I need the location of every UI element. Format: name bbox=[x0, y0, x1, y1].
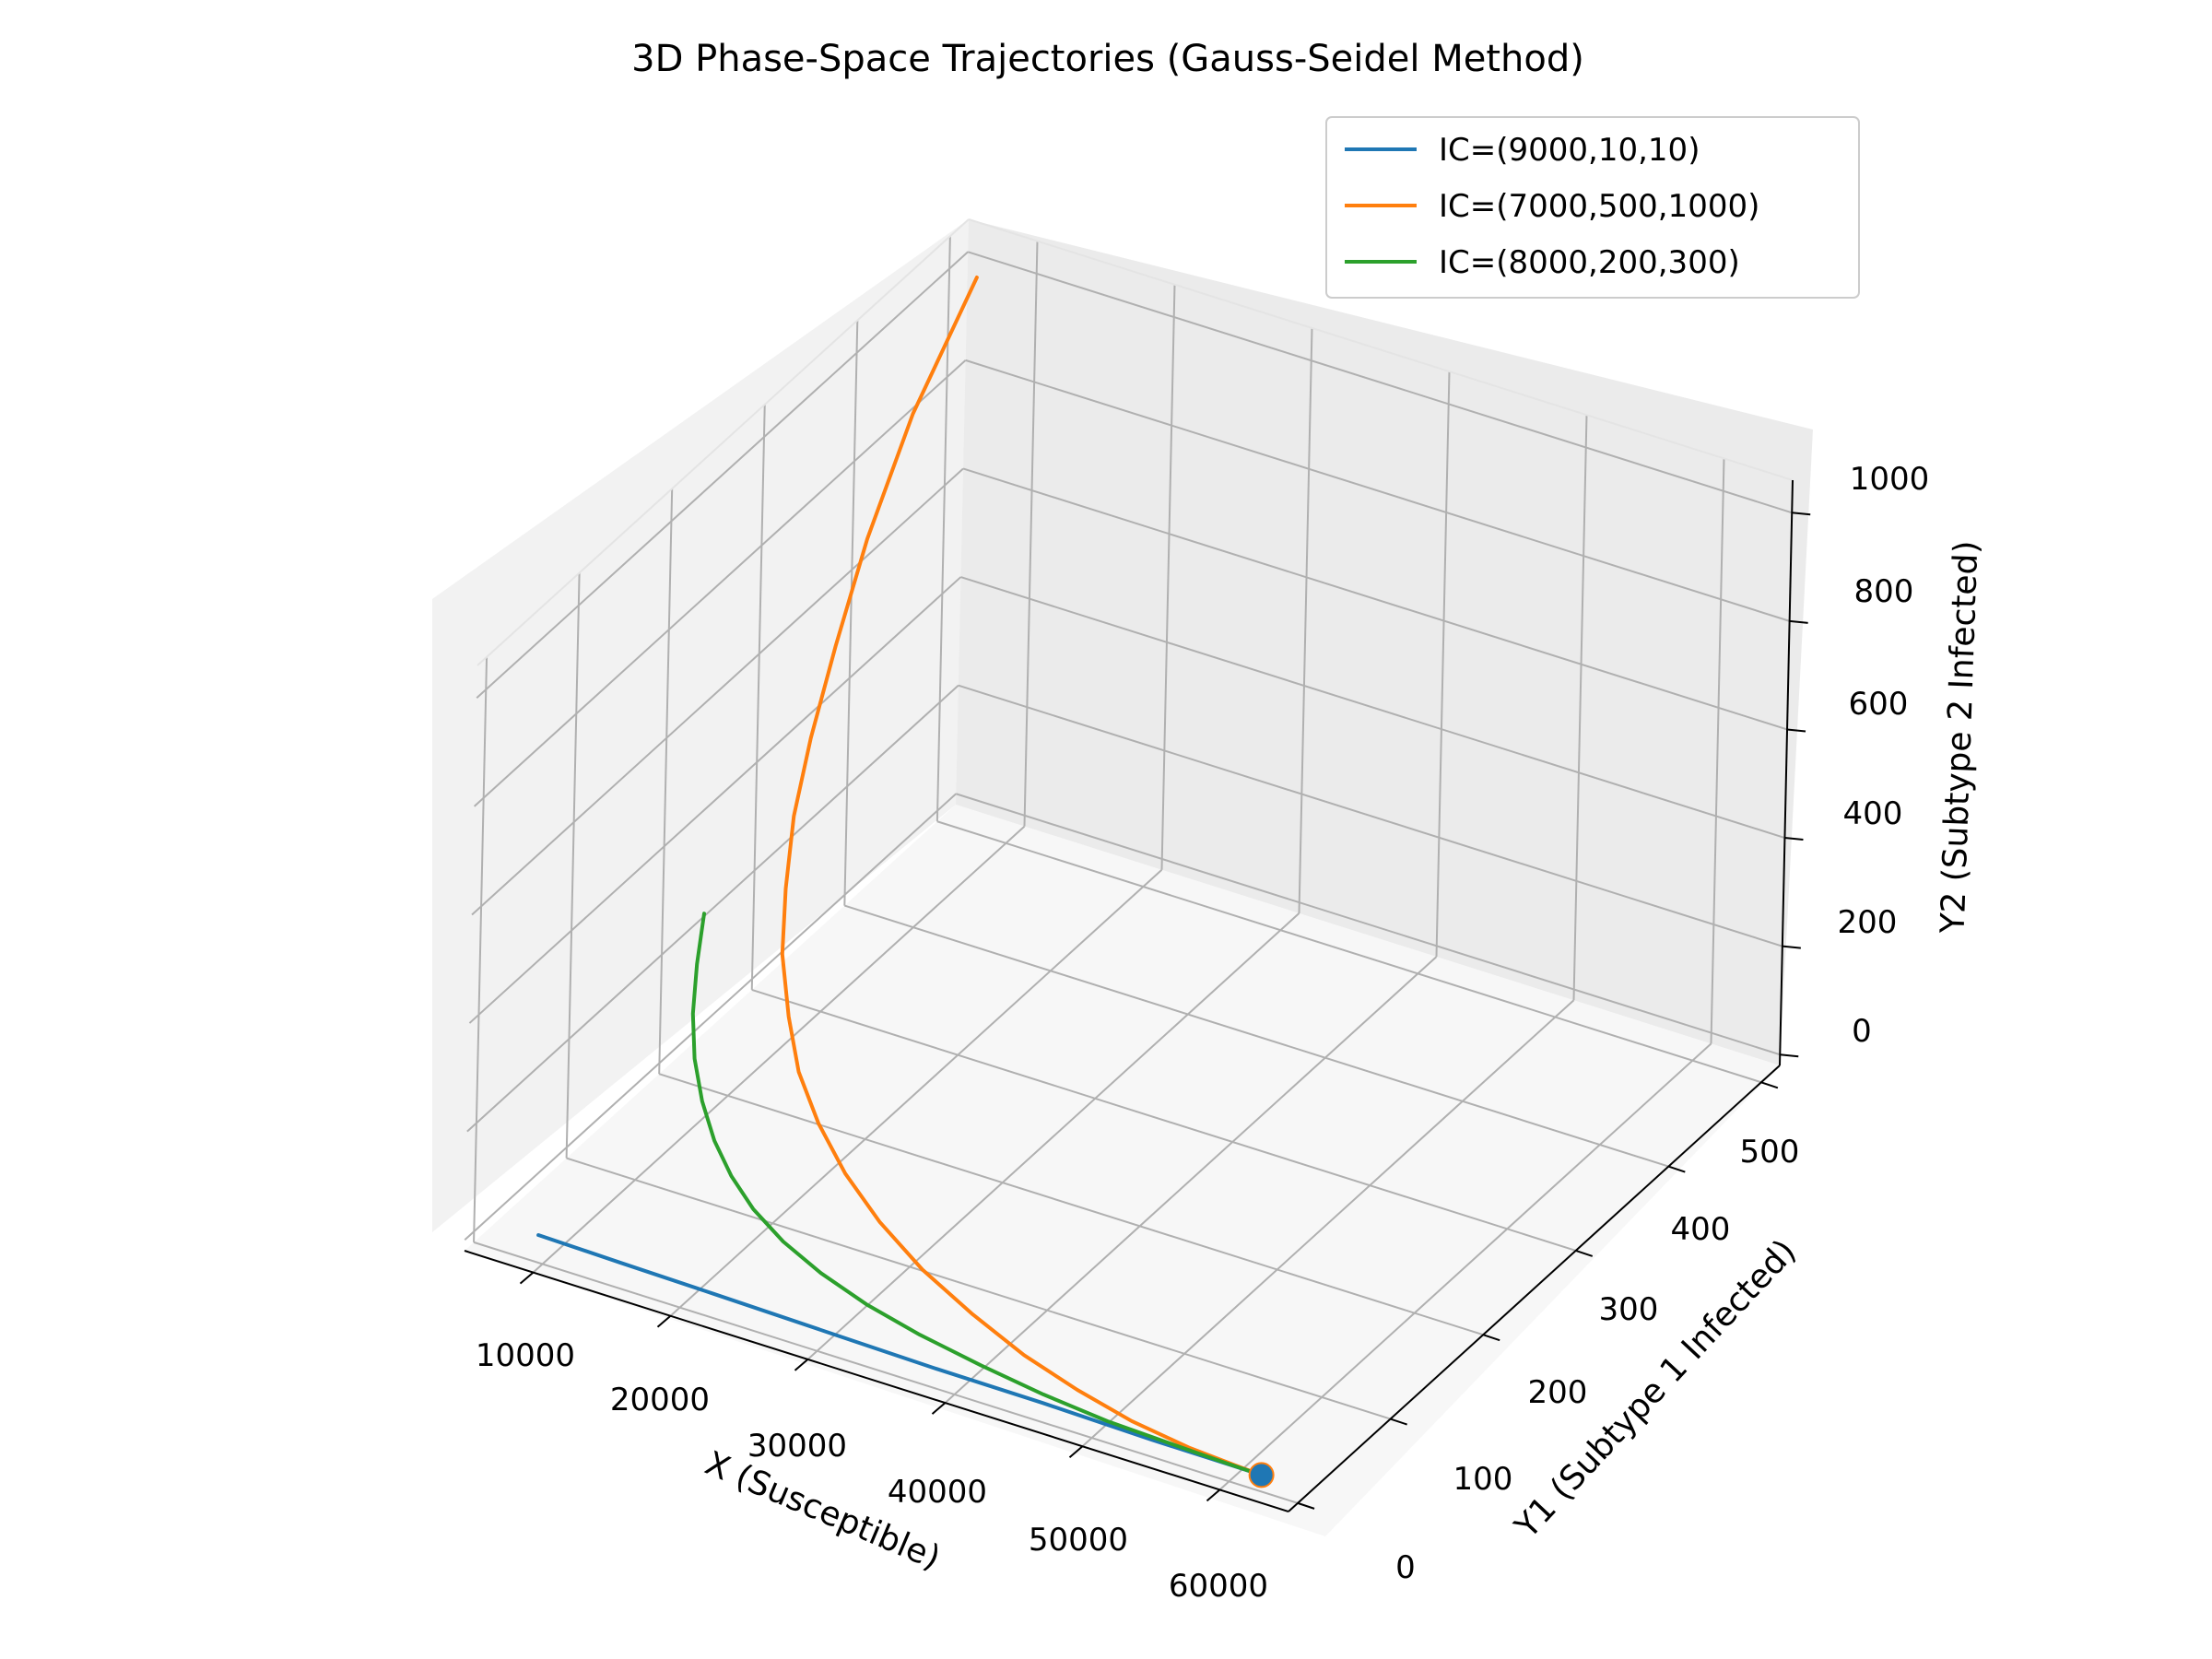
x-tick-labels: 10000 20000 30000 40000 50000 60000 bbox=[476, 1337, 1268, 1605]
y1-tick-label: 200 bbox=[1528, 1374, 1588, 1411]
y1-tick-label: 0 bbox=[1395, 1549, 1416, 1586]
y2-tick-label: 400 bbox=[1843, 795, 1903, 832]
grid-line bbox=[1572, 415, 1588, 1001]
grid-lines bbox=[464, 218, 1794, 1504]
y1-tick-label: 500 bbox=[1740, 1134, 1800, 1171]
y2-tick-mark bbox=[1782, 945, 1801, 949]
y2-axis-label: Y2 (Subtype 2 Infected) bbox=[1935, 540, 1986, 935]
grid-line bbox=[960, 576, 1785, 840]
legend-label: IC=(9000,10,10) bbox=[1439, 132, 1700, 169]
y2-tick-mark bbox=[1780, 1053, 1799, 1058]
series-line bbox=[690, 912, 1264, 1477]
tick-marks bbox=[519, 512, 1811, 1510]
x-tick-mark bbox=[656, 1314, 672, 1328]
legend-label: IC=(7000,500,1000) bbox=[1439, 188, 1759, 225]
grid-line bbox=[476, 251, 969, 700]
pane-back bbox=[956, 219, 1813, 1065]
grid-line bbox=[962, 467, 1788, 731]
y2-tick-label: 1000 bbox=[1850, 461, 1930, 498]
series-group bbox=[536, 276, 1264, 1477]
grid-line bbox=[658, 1073, 1484, 1336]
x-tick-mark bbox=[519, 1271, 535, 1285]
y1-tick-mark bbox=[1668, 1165, 1686, 1173]
x-axis-line bbox=[464, 1250, 1289, 1512]
grid-line bbox=[658, 488, 674, 1075]
y2-tick-mark bbox=[1789, 619, 1808, 624]
y1-axis-line bbox=[1288, 1065, 1781, 1512]
x-tick-label: 30000 bbox=[747, 1428, 847, 1465]
y2-tick-mark bbox=[1792, 512, 1811, 516]
y1-tick-mark bbox=[1575, 1249, 1594, 1257]
y1-tick-mark bbox=[1390, 1418, 1407, 1426]
pane-floor bbox=[465, 805, 1780, 1536]
y2-tick-mark bbox=[1784, 837, 1804, 841]
x-tick-mark bbox=[794, 1359, 809, 1371]
pane-left-full bbox=[432, 219, 969, 1232]
grid-line bbox=[532, 825, 1026, 1274]
y1-tick-labels: 0 100 200 300 400 500 bbox=[1395, 1134, 1799, 1586]
x-tick-label: 50000 bbox=[1029, 1522, 1128, 1559]
grid-line bbox=[935, 236, 951, 822]
y1-tick-label: 300 bbox=[1599, 1291, 1659, 1328]
grid-line bbox=[843, 320, 859, 906]
grid-line bbox=[944, 956, 1438, 1404]
x-tick-label: 40000 bbox=[888, 1474, 987, 1511]
y2-tick-label: 200 bbox=[1838, 904, 1898, 941]
grid-line bbox=[958, 684, 1783, 947]
grid-line bbox=[471, 467, 964, 916]
pane-edge bbox=[968, 218, 1794, 481]
y2-tick-mark bbox=[1786, 728, 1806, 733]
grid-line bbox=[1023, 241, 1039, 827]
grid-line bbox=[1218, 1042, 1712, 1491]
y1-tick-mark bbox=[1760, 1081, 1779, 1089]
y1-tick-mark bbox=[1297, 1501, 1315, 1510]
grid-line bbox=[473, 1241, 1299, 1504]
grid-line bbox=[669, 869, 1163, 1317]
grid-line bbox=[1081, 999, 1575, 1447]
grid-line bbox=[468, 576, 962, 1024]
grid-line bbox=[1710, 458, 1725, 1044]
grid-line bbox=[1160, 284, 1176, 870]
y2-axis-line bbox=[1779, 479, 1794, 1066]
legend: IC=(9000,10,10) IC=(7000,500,1000) IC=(8… bbox=[1325, 116, 1860, 299]
y2-tick-labels: 0 200 400 600 800 1000 bbox=[1838, 461, 1930, 1050]
y1-tick-label: 100 bbox=[1453, 1461, 1513, 1498]
y2-tick-label: 800 bbox=[1854, 573, 1914, 610]
x-tick-mark bbox=[931, 1402, 947, 1415]
x-tick-mark bbox=[1068, 1445, 1084, 1459]
series-line bbox=[780, 276, 1264, 1477]
grid-line bbox=[565, 572, 581, 1159]
grid-line bbox=[473, 656, 488, 1242]
x-tick-mark bbox=[1206, 1488, 1221, 1502]
grid-line bbox=[806, 912, 1300, 1360]
grid-line bbox=[1298, 327, 1313, 913]
equilibrium-point-marker bbox=[1248, 1462, 1275, 1488]
chart-title: 3D Phase-Space Trajectories (Gauss-Seide… bbox=[631, 38, 1584, 80]
grid-line bbox=[844, 904, 1669, 1168]
y2-tick-label: 600 bbox=[1849, 686, 1909, 723]
grid-line bbox=[1435, 371, 1451, 958]
grid-line bbox=[750, 404, 766, 990]
x-tick-label: 10000 bbox=[476, 1337, 575, 1374]
pane-edge bbox=[477, 218, 970, 666]
grid-line bbox=[967, 251, 1793, 514]
y1-tick-label: 400 bbox=[1671, 1211, 1731, 1248]
grid-line bbox=[466, 684, 959, 1133]
grid-line bbox=[936, 820, 1762, 1084]
legend-box bbox=[1325, 116, 1860, 299]
axis-lines bbox=[464, 479, 1794, 1512]
grid-line bbox=[965, 359, 1790, 622]
grid-line bbox=[751, 988, 1577, 1252]
grid-line bbox=[473, 359, 967, 807]
grid-line bbox=[464, 793, 957, 1241]
y1-tick-mark bbox=[1482, 1334, 1500, 1342]
grid-line bbox=[566, 1157, 1391, 1420]
x-tick-label: 20000 bbox=[610, 1382, 710, 1418]
grid-line bbox=[955, 793, 1781, 1056]
legend-label: IC=(8000,200,300) bbox=[1439, 244, 1740, 281]
x-tick-label: 60000 bbox=[1169, 1568, 1268, 1605]
y2-tick-label: 0 bbox=[1852, 1013, 1872, 1050]
